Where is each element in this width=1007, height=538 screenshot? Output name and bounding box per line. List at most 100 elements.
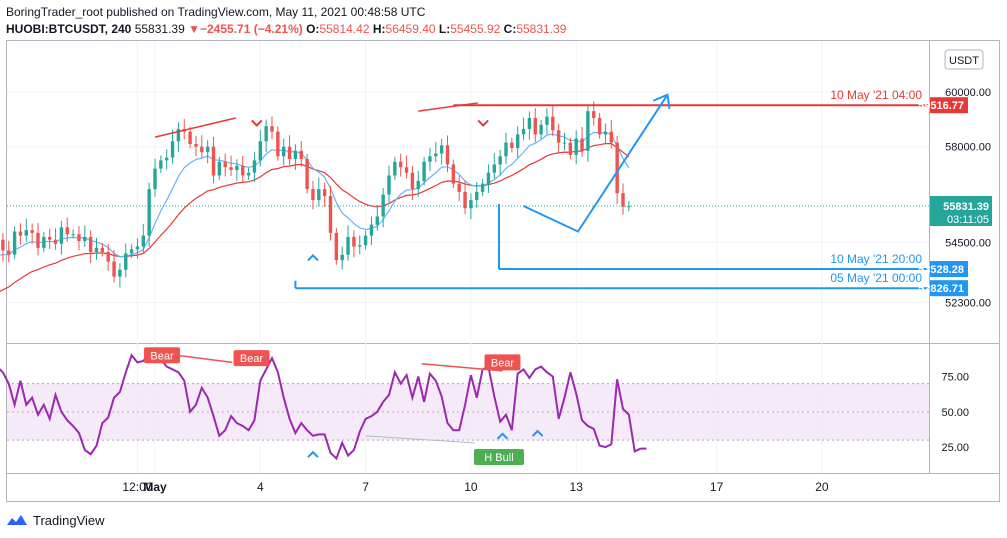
candle-body xyxy=(615,142,619,194)
rsi-signal-label: Bear xyxy=(491,357,515,369)
bear-divergence-price-line xyxy=(418,102,479,112)
candle-body xyxy=(83,236,87,242)
price-line-date-label: 05 May '21 00:00 xyxy=(830,271,922,285)
candle-body xyxy=(422,161,426,181)
candle-body xyxy=(358,245,362,247)
currency-badge[interactable]: USDT xyxy=(944,49,984,70)
candle-body xyxy=(592,111,596,118)
close-label: C: xyxy=(503,22,517,36)
candle-body xyxy=(229,167,233,170)
countdown-timer: 03:11:05 xyxy=(947,214,989,226)
candle-body xyxy=(135,246,140,250)
price-line-tag: 52826.71 xyxy=(918,283,964,295)
rsi-signal-badge xyxy=(484,354,521,371)
price-line-tag-bg xyxy=(930,280,968,297)
price-tick-label: 54500.00 xyxy=(945,237,991,249)
candle-body xyxy=(381,194,385,217)
candle-body xyxy=(439,145,444,154)
price-line-tag: 53528.28 xyxy=(918,264,964,276)
candle-body xyxy=(194,143,198,147)
candle-body xyxy=(475,191,479,201)
candle-body xyxy=(42,236,46,248)
candle-body xyxy=(609,131,613,143)
candle-body xyxy=(311,189,315,201)
moving-averages xyxy=(0,131,630,293)
last-price: 55831.39 xyxy=(134,22,185,36)
candle-body xyxy=(545,116,549,125)
candle-body xyxy=(533,117,537,135)
footer-brand[interactable]: TradingView xyxy=(6,511,105,529)
time-tick-label: 17 xyxy=(710,480,724,494)
candle-body xyxy=(124,253,128,270)
candle-body xyxy=(580,138,584,151)
candle-body xyxy=(100,247,105,252)
candle-body xyxy=(18,231,23,236)
candle-body xyxy=(340,254,344,261)
candle-body xyxy=(118,269,122,277)
bullish-signal-icon xyxy=(496,432,509,440)
rsi-signal-badge xyxy=(233,350,270,367)
rsi-tick-label: 75.00 xyxy=(941,372,969,384)
candle-body xyxy=(328,195,333,233)
candle-body xyxy=(597,117,602,135)
price-line-date-label: 10 May '21 20:00 xyxy=(830,252,922,266)
projection-arrow-head xyxy=(653,93,671,109)
price-tick-label: 58000.00 xyxy=(945,142,991,154)
candle-body xyxy=(153,168,157,190)
candle-body xyxy=(363,235,368,246)
candle-body xyxy=(556,130,561,143)
candle-body xyxy=(276,131,280,157)
chart-frame xyxy=(6,40,1000,502)
price-chart[interactable]: 10 May '21 04:00 10 May '21 20:00 05 May '… xyxy=(0,0,1007,505)
candle-body xyxy=(299,150,303,160)
bearish-signal-icon xyxy=(477,119,489,127)
low-label: L: xyxy=(438,22,451,36)
candle-body xyxy=(352,236,356,247)
candle-body xyxy=(480,183,485,192)
brand-name: TradingView xyxy=(33,512,105,528)
time-tick-label: 20 xyxy=(815,480,829,494)
bullish-signal-icon xyxy=(307,450,319,458)
candle-body xyxy=(621,193,625,207)
candle-body xyxy=(112,261,116,277)
rsi-line xyxy=(0,352,647,461)
candle-body xyxy=(200,146,204,153)
candle-body xyxy=(603,131,608,135)
candle-body xyxy=(129,249,134,254)
candle-body xyxy=(293,150,298,160)
candle-body xyxy=(205,146,210,153)
candle-body xyxy=(188,131,192,144)
author-name[interactable]: BoringTrader_root xyxy=(6,5,103,19)
rsi-signal-badge xyxy=(473,449,524,466)
price-line-tag-bg xyxy=(930,97,968,114)
candles xyxy=(1,101,631,288)
candle-body xyxy=(48,236,52,240)
close-value: 55831.39 xyxy=(516,22,567,36)
axes: 59516.77 53528.28 52826.71 60000.00 58000.00… xyxy=(122,87,992,494)
symbol-name[interactable]: HUOBI:BTCUSDT, 240 xyxy=(6,22,132,36)
candle-body xyxy=(71,234,75,236)
candle-body xyxy=(387,175,391,195)
candle-body xyxy=(170,141,175,158)
low-value: 55455.92 xyxy=(450,22,501,36)
candle-body xyxy=(586,111,590,151)
drawings[interactable]: 10 May '21 04:00 10 May '21 20:00 05 May '… xyxy=(7,88,929,458)
high-value: 56459.40 xyxy=(385,22,436,36)
candle-body xyxy=(30,230,34,233)
last-price-tag: 55831.39 xyxy=(943,201,989,213)
candle-body xyxy=(282,146,286,157)
slow-moving-average xyxy=(0,143,630,293)
time-tick-label: 10 xyxy=(464,480,478,494)
candle-body xyxy=(492,164,496,173)
publish-date: published on TradingView.com, May 11, 20… xyxy=(106,5,426,19)
rsi-indicator: Bear Bear Bear H Bull xyxy=(0,347,647,466)
rsi-signal-label: H Bull xyxy=(484,452,513,464)
candle-body xyxy=(445,145,450,165)
candle-body xyxy=(258,141,262,161)
candle-body xyxy=(457,183,461,192)
candle-body xyxy=(24,230,28,236)
candle-body xyxy=(59,227,64,244)
open-value: 55814.42 xyxy=(319,22,370,36)
candle-body xyxy=(486,172,491,184)
currency-label: USDT xyxy=(949,55,979,67)
